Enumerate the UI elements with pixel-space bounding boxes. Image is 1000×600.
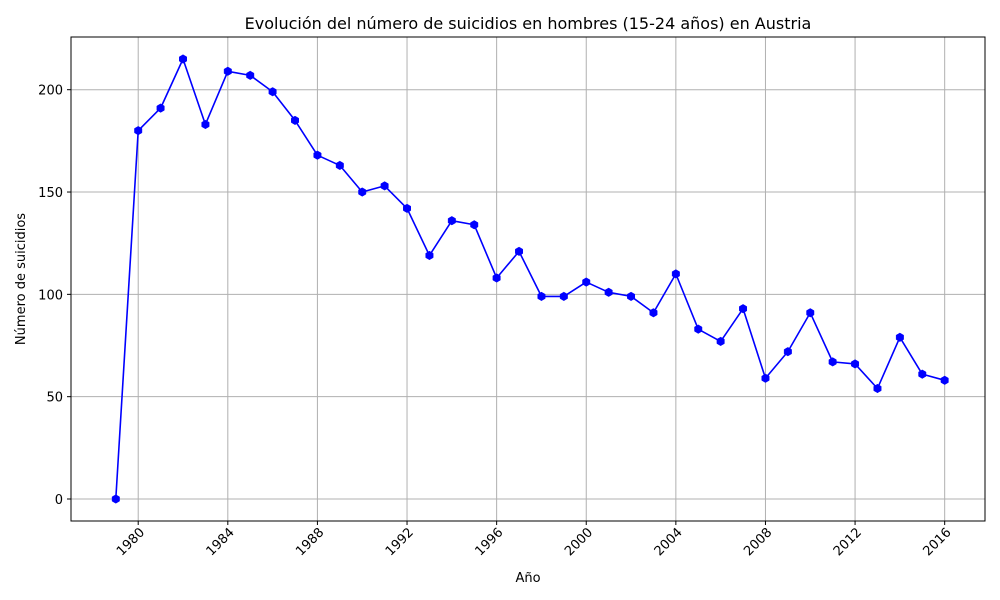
data-point [895,332,904,342]
data-point [940,375,949,385]
data-point [716,336,725,347]
data-point [515,246,524,256]
data-point [761,373,770,383]
data-point [403,203,411,213]
x-tick-label: 2004 [652,525,686,559]
y-axis-ticks: 0 50 100 150 200 [38,84,71,508]
data-point [671,269,680,279]
plot-frame [70,36,986,522]
x-tick-label: 1996 [472,525,506,559]
data-point [873,383,882,394]
data-point [851,359,860,369]
series-line [115,58,945,500]
data-point [627,291,636,301]
data-point [447,216,456,226]
data-point [470,220,479,230]
data-point [179,54,187,64]
data-point [828,357,837,367]
data-point [246,70,255,80]
y-tick-label: 50 [46,391,63,406]
data-point [156,103,165,113]
data-point [559,291,568,301]
x-tick-label: 2012 [831,525,865,559]
x-tick-label: 1988 [293,525,327,559]
x-axis-title: Año [515,571,540,586]
data-point [291,115,299,125]
data-point [649,308,658,318]
y-axis-title: Número de suicidios [14,213,29,345]
data-point [918,369,927,379]
series-group [111,54,949,504]
data-point [783,347,792,357]
data-point [604,287,613,297]
x-tick-label: 1980 [114,525,148,559]
data-point [380,181,389,191]
chart-title: Evolución del número de suicidios en hom… [245,14,812,33]
y-tick-label: 200 [38,84,63,99]
data-point [492,273,501,283]
x-tick-label: 2008 [741,525,775,559]
data-point [335,160,344,171]
x-tick-label: 1992 [383,525,417,559]
data-point [739,304,748,314]
data-point [537,291,546,301]
data-point [313,150,322,160]
data-point [268,87,277,97]
data-point [134,126,143,136]
x-tick-label: 1984 [204,525,238,559]
data-point [358,187,367,197]
data-point [694,324,703,334]
data-point [223,66,232,76]
data-point [201,119,210,130]
data-point [425,250,434,261]
y-tick-label: 100 [38,288,63,303]
data-point [806,308,815,318]
data-point [111,494,120,504]
grid [71,37,985,521]
y-tick-label: 150 [38,186,63,201]
y-tick-label: 0 [55,493,63,508]
data-point [582,277,591,287]
x-tick-label: 2016 [920,525,954,559]
x-tick-label: 2000 [562,525,596,559]
x-axis-ticks: 1980 1984 1988 1992 1996 2000 2004 2008 2012 2016 [114,521,955,559]
